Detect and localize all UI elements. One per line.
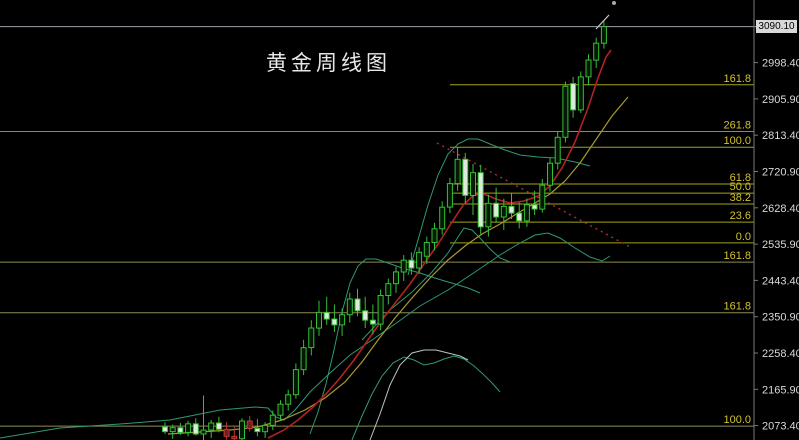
candle-body bbox=[423, 242, 430, 257]
fib-level-label: 38.2 bbox=[730, 192, 751, 204]
candle-body bbox=[192, 423, 199, 435]
candle-body bbox=[362, 310, 369, 321]
candle-body bbox=[454, 158, 461, 185]
candle-body bbox=[531, 204, 538, 210]
candle-body bbox=[493, 202, 500, 218]
band-fast-line bbox=[309, 258, 481, 435]
middle-band-line bbox=[369, 349, 469, 440]
band-lower-line bbox=[351, 355, 501, 440]
candle-body bbox=[162, 426, 168, 433]
candle-body bbox=[577, 76, 584, 111]
candle-body bbox=[223, 428, 230, 437]
candle-body bbox=[539, 184, 546, 210]
candle-body bbox=[593, 42, 600, 61]
fib-level-label: 161.8 bbox=[723, 301, 751, 313]
axis-label: 2443.40 bbox=[762, 275, 799, 287]
axis-label: 2165.90 bbox=[762, 384, 799, 396]
candle-body bbox=[208, 422, 215, 431]
axis-label: 2073.40 bbox=[762, 421, 799, 433]
candle-body bbox=[416, 251, 423, 269]
candle-body bbox=[308, 327, 315, 349]
fib-level-label: 100.0 bbox=[723, 414, 751, 426]
fib-level-label: 161.8 bbox=[723, 73, 751, 85]
candle-body bbox=[446, 183, 453, 208]
candle-body bbox=[400, 259, 407, 273]
candle-body bbox=[523, 204, 530, 222]
candle-body bbox=[185, 423, 192, 433]
candle-body bbox=[246, 420, 253, 429]
candle-body bbox=[346, 298, 353, 316]
candle-body bbox=[500, 205, 507, 218]
trend-annotation-line bbox=[595, 14, 610, 30]
current-price-label: 3090.10 bbox=[756, 20, 797, 33]
candle-body bbox=[439, 206, 446, 230]
candle-body bbox=[177, 427, 184, 433]
candle-body bbox=[292, 369, 299, 396]
fib-level-label: 161.8 bbox=[723, 250, 751, 262]
axis-label: 2905.90 bbox=[762, 94, 799, 106]
fib-level-label: 0.0 bbox=[736, 231, 751, 243]
fib-level-label: 100.0 bbox=[723, 135, 751, 147]
candle-body bbox=[254, 428, 261, 433]
candle-body bbox=[377, 295, 384, 325]
candle-body bbox=[316, 311, 322, 329]
candle-body bbox=[262, 424, 269, 433]
candle-body bbox=[431, 228, 438, 244]
candle-body bbox=[239, 420, 245, 440]
axis-label: 2998.40 bbox=[762, 58, 799, 70]
candle-body bbox=[554, 136, 561, 164]
fib-level-label: 61.8 bbox=[730, 172, 751, 184]
axis-label: 2535.90 bbox=[762, 239, 799, 251]
chart-title: 黄金周线图 bbox=[266, 51, 391, 75]
candle-body bbox=[339, 314, 346, 326]
candle-body bbox=[547, 162, 553, 186]
candle-body bbox=[231, 435, 238, 440]
candle-body bbox=[269, 414, 276, 426]
candle-body bbox=[285, 394, 292, 405]
candle-body bbox=[331, 318, 338, 326]
candle-body bbox=[408, 259, 415, 269]
candle-body bbox=[516, 212, 523, 222]
cursor-dot bbox=[612, 1, 616, 5]
band-upper-line bbox=[407, 138, 591, 276]
candle-body bbox=[585, 59, 592, 78]
band-mid-line bbox=[361, 227, 511, 341]
candle-body bbox=[169, 427, 176, 433]
candle-body bbox=[385, 283, 392, 297]
candle-body bbox=[600, 26, 607, 44]
band-slow-line bbox=[0, 232, 611, 439]
candle-body bbox=[200, 429, 207, 435]
axis-label: 2258.40 bbox=[762, 348, 799, 360]
candle-body bbox=[570, 83, 577, 111]
axis-label: 2813.40 bbox=[762, 130, 799, 142]
candle-body bbox=[477, 172, 484, 228]
fib-level-label: 23.6 bbox=[730, 210, 751, 222]
projection-dotted-line bbox=[436, 142, 633, 249]
candle-body bbox=[462, 158, 469, 196]
axis-label: 2350.90 bbox=[762, 312, 799, 324]
candle-body bbox=[277, 403, 284, 416]
candle-body bbox=[369, 319, 376, 325]
candle-body bbox=[508, 205, 515, 214]
candle-body bbox=[393, 271, 399, 285]
candle-body bbox=[485, 202, 492, 228]
axis-label: 2720.90 bbox=[762, 167, 799, 179]
candle-body bbox=[562, 85, 569, 138]
fib-level-label: 50.0 bbox=[730, 181, 751, 193]
candle-body bbox=[323, 311, 330, 320]
candle-body bbox=[300, 347, 307, 371]
candle-body bbox=[470, 172, 476, 196]
fib-level-label: 261.8 bbox=[723, 120, 751, 132]
red-ma-line bbox=[267, 49, 612, 439]
axis-label: 2628.40 bbox=[762, 203, 799, 215]
candle-body bbox=[215, 422, 222, 430]
candle-body bbox=[354, 298, 361, 312]
yellow-ma-line bbox=[167, 96, 629, 435]
